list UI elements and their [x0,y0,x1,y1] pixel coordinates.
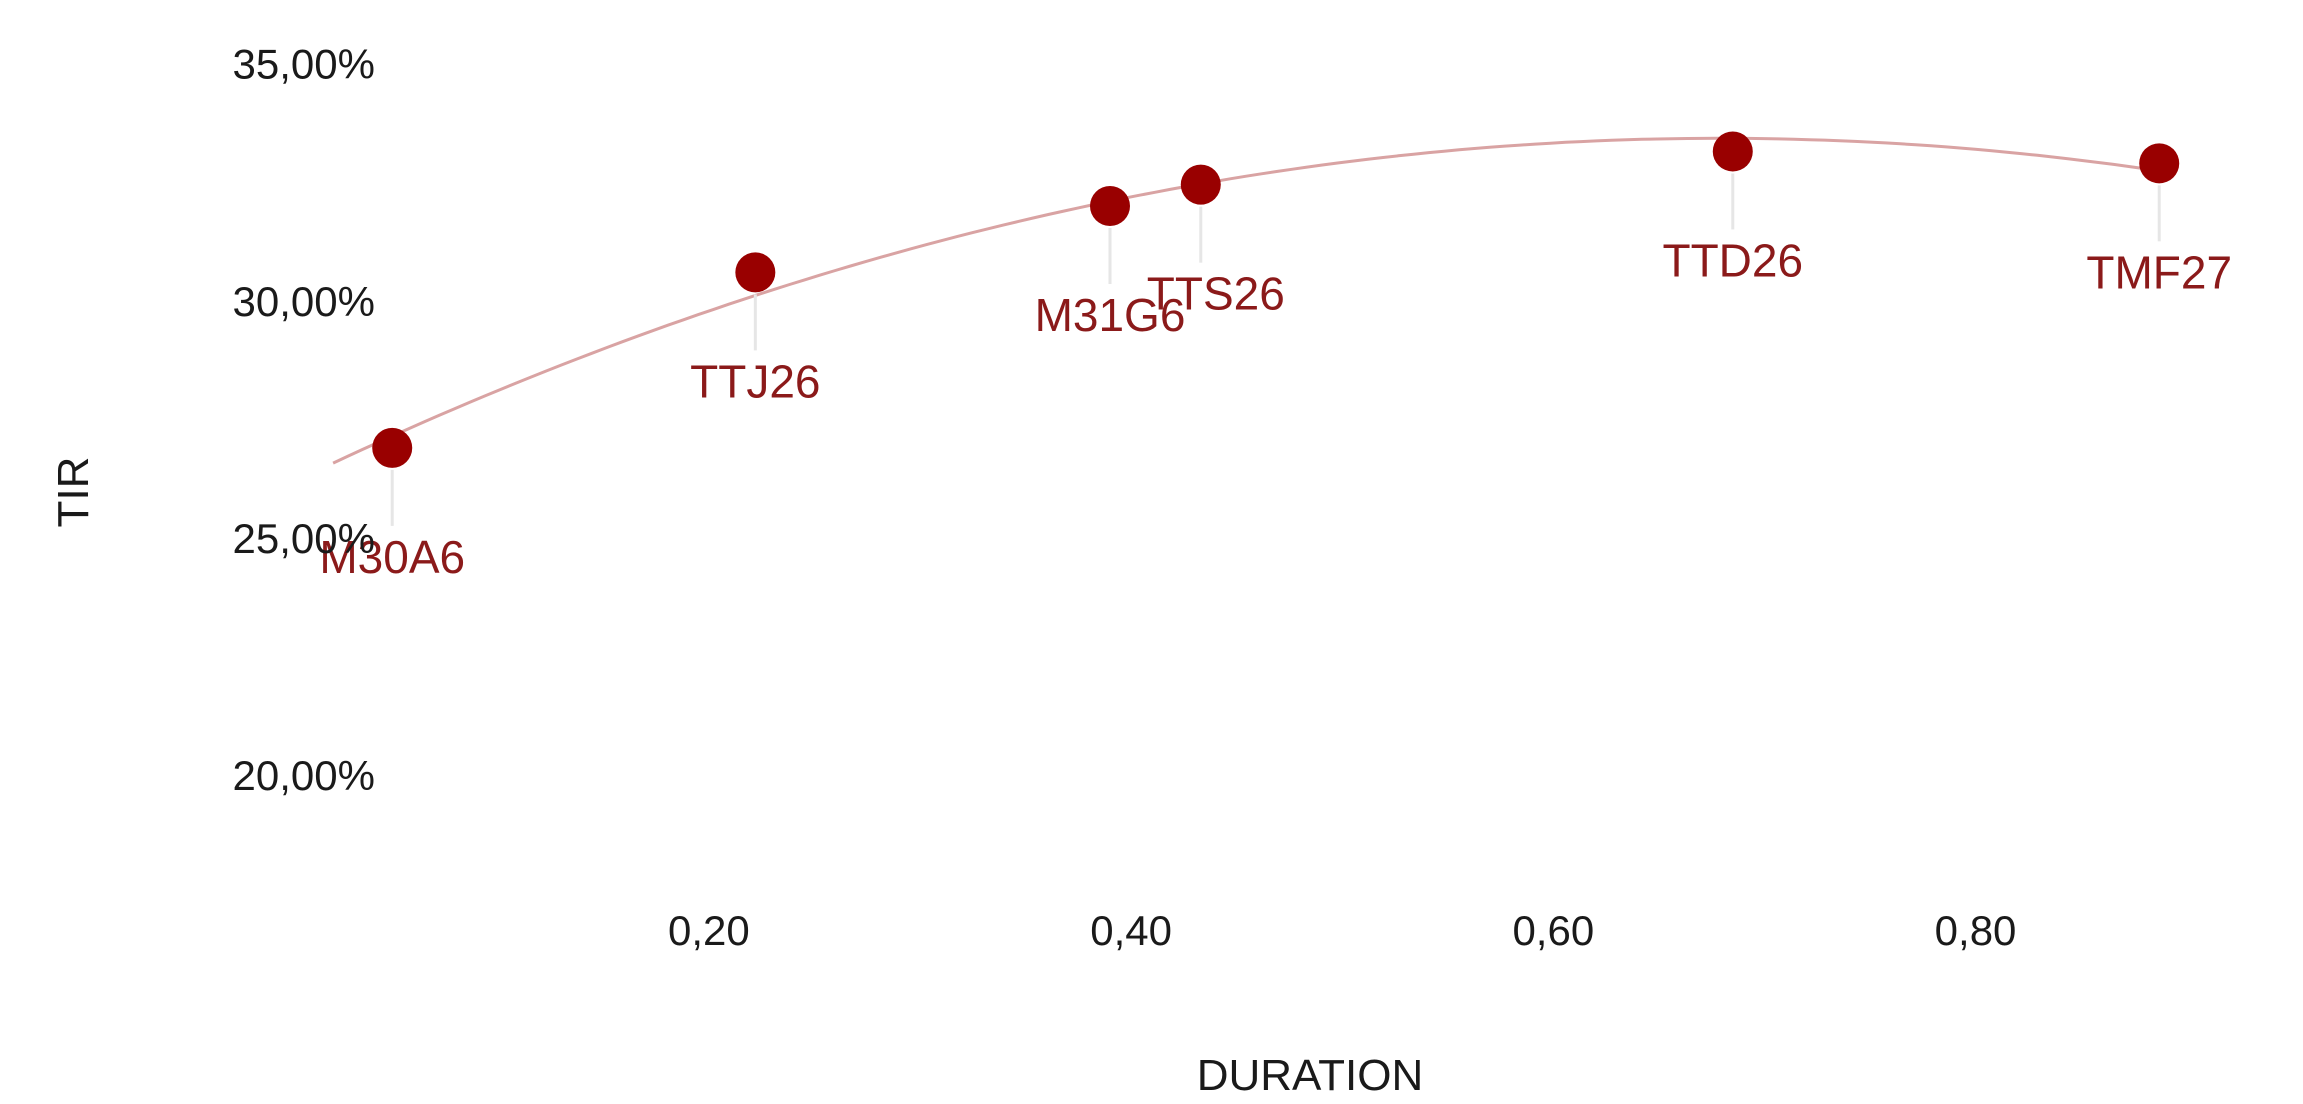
x-tick-label: 0,80 [1935,907,2017,954]
y-tick-label: 30,00% [233,278,375,325]
y-tick-label: 20,00% [233,752,375,799]
data-point [1180,164,1221,205]
leader-layer [390,173,2161,526]
point-label: M30A6 [319,531,465,583]
y-axis-title: TIR [49,457,98,528]
trend-layer [332,136,2160,465]
point-label: TTS26 [1147,268,1285,320]
point-layer [372,131,2180,468]
data-point [735,252,776,293]
x-tick-label: 0,20 [668,907,750,954]
y-axis-ticks: 20,00% 25,00% 30,00% 35,00% [233,41,375,799]
data-point [372,427,413,468]
x-tick-label: 0,60 [1512,907,1594,954]
point-label: M31G6 [1035,289,1186,341]
data-point [1090,186,1130,226]
data-point [2139,143,2180,184]
x-tick-label: 0,40 [1090,907,1172,954]
x-axis-ticks: 0,20 0,40 0,60 0,80 [668,907,2016,954]
y-tick-label: 35,00% [233,41,375,88]
x-axis-title: DURATION [1197,1051,1424,1099]
point-label: TTJ26 [690,355,820,407]
point-label: TTD26 [1662,234,1803,286]
data-point [1712,131,1753,172]
y-tick-label: 25,00% [233,515,375,562]
point-label: TMF27 [2086,246,2232,298]
trend-line [332,136,2160,465]
